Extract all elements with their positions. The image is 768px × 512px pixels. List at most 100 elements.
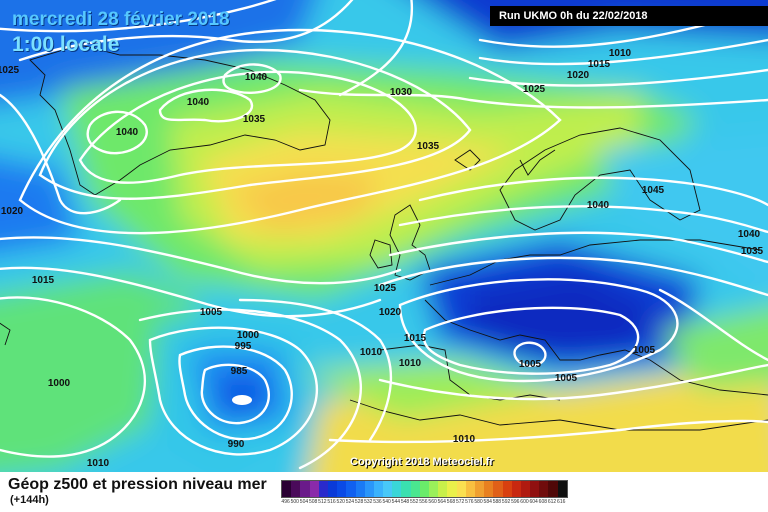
isobar-label: 1020 — [567, 70, 590, 81]
color-scale-swatch — [401, 481, 411, 497]
color-scale-label: 524 — [345, 499, 355, 505]
color-scale-swatch — [337, 481, 347, 497]
isobar-label: 1015 — [32, 275, 55, 286]
isobar-label: 1020 — [1, 206, 24, 217]
color-scale-swatch — [383, 481, 393, 497]
color-scale-label: 608 — [538, 499, 548, 505]
color-scale-swatch — [327, 481, 338, 497]
color-scale-swatch — [429, 481, 439, 497]
color-scale-swatch — [318, 481, 328, 497]
isobar-label: 1005 — [519, 359, 542, 370]
color-scale-label: 496 — [281, 499, 290, 505]
color-scale-label: 592 — [501, 499, 511, 505]
map-canvas: 1025104010401040103510301035102510201015… — [0, 0, 768, 472]
color-scale-swatch — [373, 481, 384, 497]
isobar-label: 1010 — [87, 458, 110, 469]
color-scale-swatch — [502, 481, 512, 497]
isobar-label: 1010 — [399, 358, 422, 369]
color-scale-swatch — [484, 481, 494, 497]
color-scale-swatch — [493, 481, 503, 497]
color-scale-label: 588 — [492, 499, 502, 505]
color-scale-swatch — [447, 481, 457, 497]
color-scale-swatch — [309, 481, 319, 497]
color-scale-swatch — [291, 481, 301, 497]
color-scale-swatch — [438, 481, 448, 497]
color-scale-swatch — [346, 481, 356, 497]
color-scale-label: 532 — [364, 499, 373, 505]
isobar-label: 1005 — [200, 307, 223, 318]
color-scale-swatch — [474, 481, 485, 497]
color-scale-label: 536 — [373, 499, 382, 505]
color-scale-label: 500 — [290, 499, 299, 505]
color-scale-swatch — [410, 481, 420, 497]
isobar-label: 1045 — [642, 185, 665, 196]
isobar-label: 1030 — [390, 87, 413, 98]
color-scale-label: 540 — [382, 499, 391, 505]
isobar-labels: 1025104010401040103510301035102510201015… — [0, 48, 764, 469]
color-scale-swatch — [392, 481, 402, 497]
forecast-lead-time: (+144h) — [10, 494, 49, 506]
color-scale-swatch — [465, 481, 475, 497]
isobar-label: 990 — [228, 439, 245, 450]
isobar-label: 1035 — [243, 114, 266, 125]
copyright-notice: Copyright 2018 Meteociel.fr — [350, 456, 494, 468]
color-scale-swatch — [520, 481, 531, 497]
color-scale-label: 576 — [465, 499, 474, 505]
color-scale-swatch — [419, 481, 429, 497]
color-scale-label: 508 — [308, 499, 318, 505]
color-scale-label: 600 — [520, 499, 529, 505]
isobar-label: 1000 — [48, 378, 71, 389]
color-scale-label: 504 — [299, 499, 309, 505]
color-scale — [281, 480, 568, 498]
isobar-label: 985 — [231, 366, 248, 377]
isobar-label: 1020 — [379, 307, 402, 318]
isobar-label: 1040 — [587, 200, 610, 211]
color-scale-label: 544 — [391, 499, 401, 505]
isobar-label: 1040 — [738, 229, 761, 240]
color-scale-swatch — [548, 481, 558, 497]
legend-footer: Géop z500 et pression niveau mer (+144h)… — [0, 472, 768, 512]
isobar-label: 1035 — [417, 141, 440, 152]
color-scale-label: 516 — [327, 499, 336, 505]
color-scale-swatch — [300, 481, 310, 497]
color-scale-swatch — [456, 481, 466, 497]
low-pressure-core — [232, 395, 252, 405]
color-scale-label: 552 — [410, 499, 419, 505]
isobars — [0, 0, 768, 468]
run-info-badge: Run UKMO 0h du 22/02/2018 — [490, 6, 768, 26]
color-scale-label: 548 — [400, 499, 410, 505]
color-scale-label: 568 — [446, 499, 456, 505]
color-scale-label: 512 — [318, 499, 327, 505]
isobar-label: 1035 — [741, 246, 764, 257]
color-scale-swatch — [539, 481, 549, 497]
color-scale-label: 556 — [419, 499, 428, 505]
isobar-label: 1025 — [523, 84, 546, 95]
isobar-label: 1000 — [237, 330, 260, 341]
isobar-label: 1025 — [0, 65, 20, 76]
isobar-label: 1015 — [588, 59, 611, 70]
isobar-label: 1040 — [245, 72, 268, 83]
isobar-label: 1015 — [404, 333, 427, 344]
color-scale-label: 572 — [455, 499, 465, 505]
color-scale-swatch — [557, 481, 567, 497]
color-scale-labels: 496 500 504 508 512 516 520 524 528 532 536 540 544 5… — [281, 499, 566, 505]
color-scale-swatch — [355, 481, 365, 497]
isobar-label: 1010 — [360, 347, 383, 358]
color-scale-swatch — [364, 481, 374, 497]
isobar-label: 1005 — [633, 345, 656, 356]
weather-map: 1025104010401040103510301035102510201015… — [0, 0, 768, 472]
color-scale-label: 564 — [437, 499, 446, 505]
coastlines — [0, 44, 768, 431]
color-scale-label: 560 — [428, 499, 437, 505]
color-scale-label: 612 — [547, 499, 557, 505]
color-scale-swatch — [511, 481, 521, 497]
color-scale-swatch — [530, 481, 540, 497]
isobar-label: 1010 — [453, 434, 476, 445]
isobar-label: 995 — [235, 341, 252, 352]
forecast-local-time: 1:00 locale — [12, 33, 120, 56]
color-scale-swatch — [282, 481, 292, 497]
isobar-label: 1040 — [187, 97, 210, 108]
isobar-label: 1040 — [116, 127, 139, 138]
color-scale-label: 520 — [336, 499, 345, 505]
color-scale-label: 584 — [483, 499, 492, 505]
